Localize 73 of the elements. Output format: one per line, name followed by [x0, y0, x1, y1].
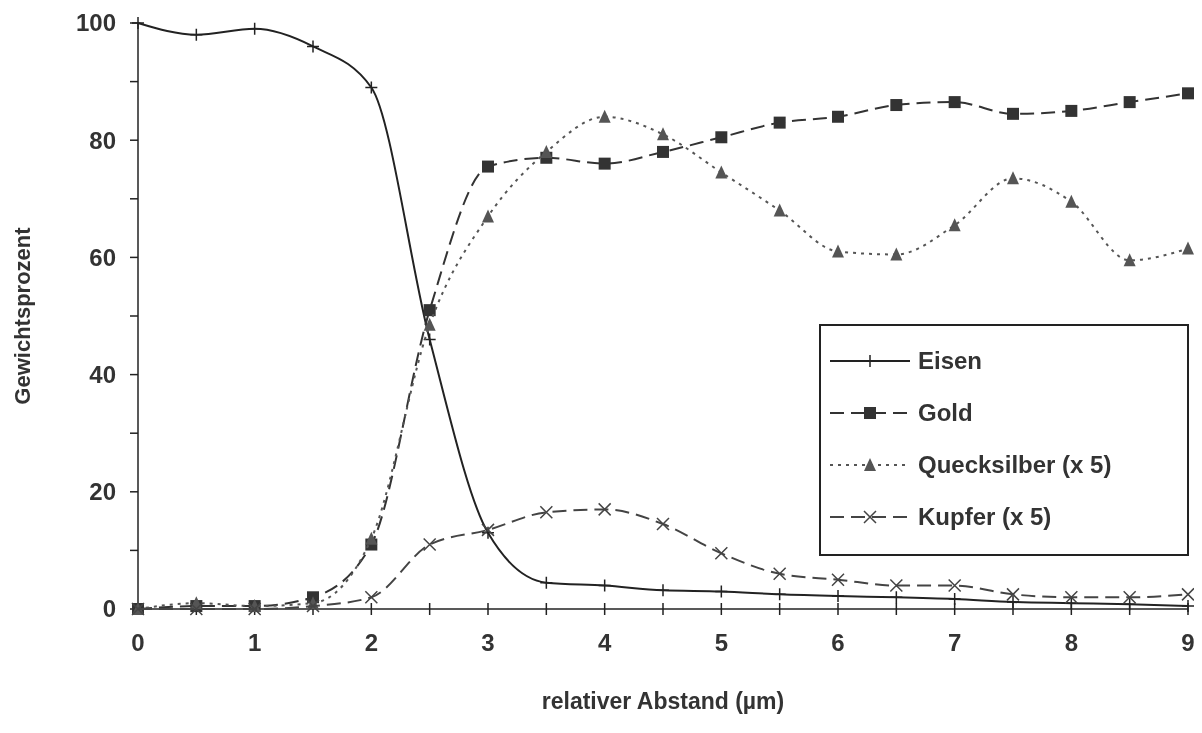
point — [482, 209, 494, 223]
y-axis-title: Gewichtsprozent — [10, 226, 35, 405]
legend-label: Kupfer (x 5) — [918, 503, 1052, 531]
point — [948, 96, 961, 109]
point — [890, 247, 903, 261]
legend-label: Quecksilber (x 5) — [918, 451, 1112, 479]
point — [598, 157, 611, 170]
point — [772, 587, 787, 602]
point — [889, 590, 904, 605]
point — [948, 218, 961, 232]
point — [947, 592, 962, 606]
point — [306, 39, 320, 54]
x-tick-label: 3 — [481, 629, 495, 656]
x-tick-label: 7 — [947, 629, 962, 656]
x-tick-label: 1 — [247, 629, 262, 656]
point — [364, 80, 379, 95]
y-tick-label: 0 — [102, 595, 116, 623]
point — [597, 502, 612, 517]
x-axis-title: relativer Abstand (µm) — [541, 688, 785, 714]
point — [1123, 253, 1136, 267]
point — [423, 317, 436, 331]
x-tick-label: 6 — [831, 629, 845, 656]
y-tick-label: 80 — [89, 126, 116, 154]
legend-label: Gold — [918, 399, 973, 427]
point — [1181, 587, 1194, 602]
x-tick-label: 4 — [597, 629, 612, 656]
point — [539, 575, 554, 590]
point — [890, 99, 903, 112]
x-tick-label: 8 — [1064, 629, 1079, 656]
y-tick-label: 60 — [89, 243, 116, 271]
point — [832, 110, 844, 123]
point — [482, 160, 494, 173]
point — [1065, 194, 1078, 208]
point — [1064, 590, 1079, 605]
point — [715, 165, 728, 179]
point — [189, 27, 204, 42]
point — [773, 203, 786, 217]
point — [772, 567, 787, 581]
y-tick-label: 40 — [89, 361, 116, 388]
y-tick-label: 20 — [89, 478, 116, 506]
x-tick-label: 5 — [714, 629, 729, 656]
legend-label: Eisen — [918, 347, 983, 375]
point — [1122, 590, 1137, 605]
point — [597, 578, 612, 593]
point — [364, 590, 379, 605]
x-tick-label: 9 — [1181, 629, 1195, 656]
point — [657, 145, 669, 158]
point — [1006, 587, 1020, 602]
point — [365, 531, 378, 545]
point — [540, 144, 553, 158]
point — [773, 116, 786, 129]
x-tick-label: 2 — [364, 629, 379, 656]
point — [889, 578, 904, 593]
point — [598, 109, 611, 123]
point — [423, 304, 436, 317]
point — [947, 578, 962, 593]
point — [656, 517, 670, 531]
point — [714, 546, 729, 561]
point — [1007, 171, 1019, 185]
x-tick-label: 0 — [131, 629, 145, 656]
point — [422, 537, 437, 552]
point — [831, 572, 845, 587]
point — [1182, 241, 1194, 255]
point — [714, 584, 729, 599]
point — [1123, 96, 1136, 109]
point — [1007, 107, 1019, 120]
point — [1182, 87, 1194, 100]
point — [715, 131, 728, 144]
y-tick-label: 100 — [75, 9, 116, 37]
point — [1065, 104, 1078, 117]
point — [832, 244, 844, 258]
point — [539, 505, 554, 520]
point — [657, 127, 669, 141]
